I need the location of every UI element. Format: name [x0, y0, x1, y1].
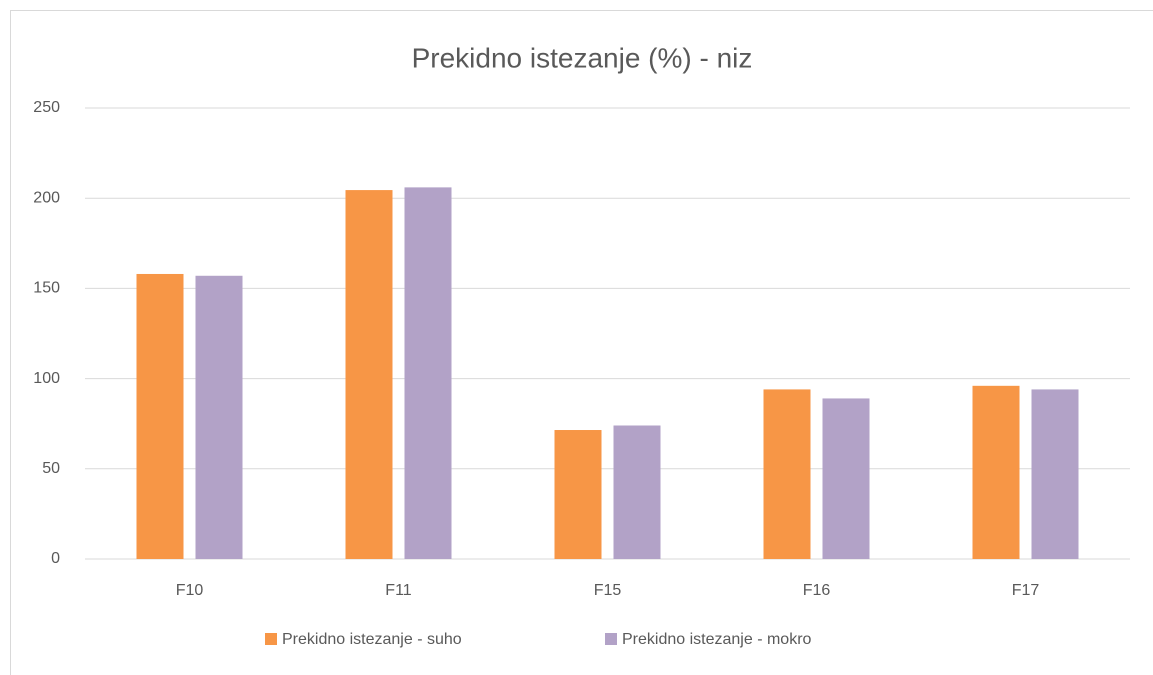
x-tick-label: F11	[385, 582, 411, 599]
bar	[1031, 389, 1079, 559]
legend-swatch	[265, 633, 277, 645]
bar	[613, 425, 661, 559]
legend-label: Prekidno istezanje - mokro	[622, 631, 812, 648]
y-tick-label: 50	[42, 460, 60, 477]
y-tick-label: 150	[33, 280, 60, 297]
bar	[763, 389, 811, 559]
x-tick-label: F10	[176, 582, 204, 599]
y-tick-label: 200	[33, 189, 60, 206]
bar	[972, 385, 1020, 559]
bar	[554, 430, 602, 559]
legend-swatch	[605, 633, 617, 645]
x-tick-label: F15	[594, 582, 622, 599]
x-tick-label: F17	[1012, 582, 1040, 599]
legend-label: Prekidno istezanje - suho	[282, 631, 462, 648]
bar	[404, 187, 452, 559]
bar	[822, 398, 870, 559]
y-tick-label: 100	[33, 370, 60, 387]
y-tick-label: 250	[33, 99, 60, 116]
x-tick-label: F16	[803, 582, 831, 599]
chart-title: Prekidno istezanje (%) - niz	[412, 42, 753, 73]
bar	[345, 190, 393, 559]
y-tick-label: 0	[51, 550, 60, 567]
bar	[195, 275, 243, 559]
bar	[136, 273, 184, 559]
